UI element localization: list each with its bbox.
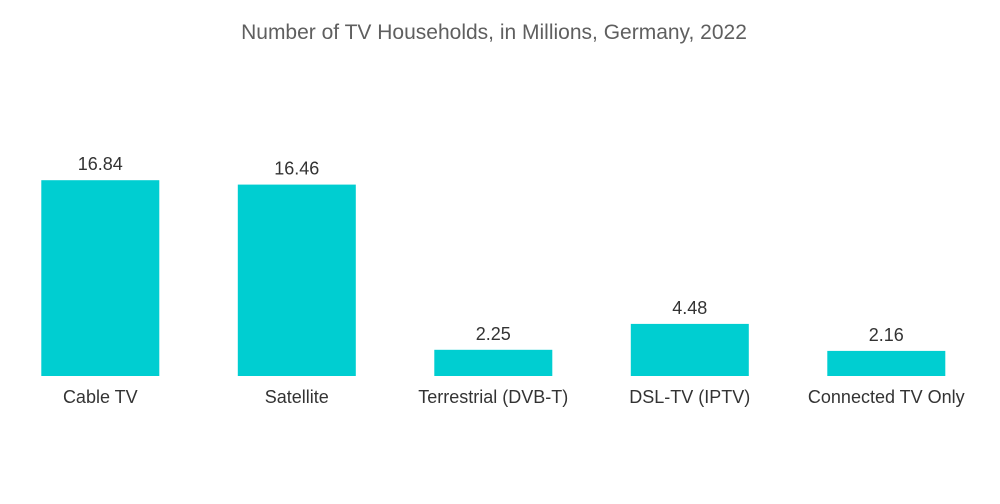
x-tick-label-3: DSL-TV (IPTV): [629, 387, 750, 407]
x-tick-label-2: Terrestrial (DVB-T): [418, 387, 568, 407]
chart-title: Number of TV Households, in Millions, Ge…: [241, 21, 747, 44]
bar-0: [41, 180, 160, 376]
bar-1: [237, 184, 356, 376]
bar-value-label-4: 2.16: [869, 325, 904, 345]
bar-value-label-3: 4.48: [672, 298, 707, 318]
value-labels-group: 16.84 16.46 2.25 4.48 2.16: [78, 154, 904, 345]
bar-4: [827, 350, 946, 376]
bar-2: [434, 349, 553, 376]
x-tick-label-0: Cable TV: [63, 387, 138, 407]
x-tick-label-4: Connected TV Only: [808, 387, 965, 407]
bar-value-label-1: 16.46: [274, 159, 319, 179]
x-tick-label-1: Satellite: [265, 387, 329, 407]
bar-3: [630, 323, 749, 376]
x-tick-labels-group: Cable TV Satellite Terrestrial (DVB-T) DSL-…: [63, 387, 965, 407]
bars-group: [41, 180, 946, 376]
bar-value-label-2: 2.25: [476, 324, 511, 344]
bar-value-label-0: 16.84: [78, 154, 123, 174]
